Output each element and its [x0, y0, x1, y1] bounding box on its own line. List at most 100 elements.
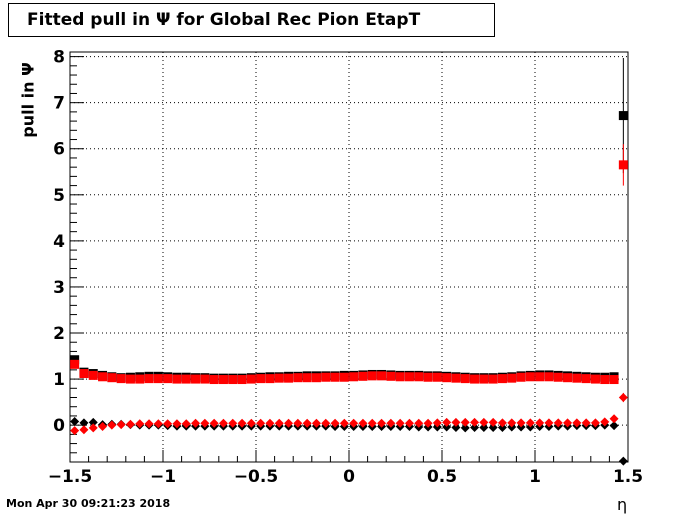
data-point-diamond	[311, 418, 321, 428]
data-point-square	[395, 372, 405, 382]
data-point-square	[358, 371, 368, 381]
data-point-diamond	[386, 418, 396, 428]
data-point-diamond	[218, 418, 228, 428]
data-point-diamond	[70, 426, 80, 436]
data-point-diamond	[442, 422, 452, 432]
data-point-diamond	[237, 418, 247, 428]
data-point-diamond	[321, 418, 331, 428]
data-point-diamond	[163, 419, 173, 429]
data-point-diamond	[414, 418, 424, 428]
data-point-square	[256, 374, 266, 384]
data-point-diamond	[516, 418, 526, 428]
y-axis-label: pull in Ψ	[18, 62, 38, 138]
data-point-diamond	[470, 422, 480, 432]
data-point-square	[265, 374, 275, 384]
data-point-square	[600, 375, 610, 385]
data-point-diamond	[497, 422, 507, 432]
data-point-diamond	[125, 419, 135, 429]
data-point-diamond	[274, 418, 284, 428]
data-point-diamond	[404, 418, 414, 428]
y-tick-label: 0	[53, 416, 65, 436]
data-point-diamond	[590, 418, 600, 428]
data-point-diamond	[265, 418, 275, 428]
data-point-square	[302, 373, 312, 383]
data-point-diamond	[181, 419, 191, 429]
data-point-square	[153, 374, 163, 384]
data-point-diamond	[497, 418, 507, 428]
data-point-square	[377, 371, 387, 381]
data-point-square	[479, 374, 489, 384]
data-point-square	[497, 374, 507, 384]
data-point-square	[507, 373, 517, 383]
data-point-diamond	[302, 418, 312, 428]
data-point-square	[367, 371, 377, 381]
data-point-diamond	[98, 422, 108, 432]
data-point-diamond	[488, 417, 498, 427]
data-point-square	[79, 369, 89, 379]
data-point-diamond	[423, 418, 433, 428]
x-tick-label: 1.5	[613, 467, 643, 487]
data-point-diamond	[209, 418, 219, 428]
x-tick-label: 0.5	[427, 467, 457, 487]
data-point-diamond	[525, 418, 535, 428]
data-point-diamond	[88, 423, 98, 433]
data-point-diamond	[135, 419, 145, 429]
data-point-square	[321, 372, 331, 382]
grid	[70, 52, 628, 462]
data-point-diamond	[191, 418, 201, 428]
data-point-square	[609, 375, 619, 385]
data-point-diamond	[479, 422, 489, 432]
data-point-diamond	[367, 418, 377, 428]
data-point-diamond	[460, 417, 470, 427]
data-point-diamond	[116, 420, 126, 430]
data-point-square	[423, 372, 433, 382]
data-point-square	[339, 372, 349, 382]
data-point-diamond	[256, 418, 266, 428]
data-point-diamond	[581, 418, 591, 428]
chart-title: Fitted pull in Ψ for Global Rec Pion Eta…	[8, 3, 495, 37]
x-tick-label: −0.5	[234, 467, 278, 487]
y-tick-label: 1	[53, 370, 65, 390]
x-tick-label: 1	[529, 467, 541, 487]
y-tick-label: 7	[53, 94, 65, 114]
data-point-square	[386, 371, 396, 381]
data-point-square	[311, 373, 321, 383]
data-point-diamond	[339, 418, 349, 428]
data-point-square	[349, 372, 359, 382]
data-point-diamond	[618, 456, 628, 466]
data-point-diamond	[451, 422, 461, 432]
data-point-diamond	[470, 417, 480, 427]
data-point-square	[618, 111, 628, 121]
data-point-square	[516, 372, 526, 382]
data-point-diamond	[88, 417, 98, 427]
data-point-square	[246, 374, 256, 384]
data-point-square	[209, 375, 219, 385]
data-point-square	[274, 373, 284, 383]
data-point-diamond	[144, 419, 154, 429]
data-point-diamond	[153, 419, 163, 429]
data-point-diamond	[349, 418, 359, 428]
data-point-square	[200, 374, 210, 384]
data-point-square	[414, 372, 424, 382]
x-tick-label: −1.5	[48, 467, 92, 487]
data-point-square	[116, 374, 126, 384]
data-point-square	[470, 374, 480, 384]
data-point-square	[460, 374, 470, 384]
data-point-square	[553, 372, 563, 382]
y-tick-label: 2	[53, 324, 65, 344]
data-point-diamond	[172, 419, 182, 429]
data-point-diamond	[293, 418, 303, 428]
y-tick-label: 3	[53, 278, 65, 298]
x-tick-label: −1	[150, 467, 176, 487]
data-point-square	[228, 375, 238, 385]
data-point-square	[488, 374, 498, 384]
data-point-square	[88, 370, 98, 380]
data-point-diamond	[563, 418, 573, 428]
data-point-square	[218, 375, 228, 385]
data-point-square	[618, 160, 628, 170]
data-point-square	[70, 359, 80, 369]
data-point-square	[70, 355, 80, 365]
data-point-diamond	[609, 421, 619, 431]
data-point-diamond	[572, 418, 582, 428]
